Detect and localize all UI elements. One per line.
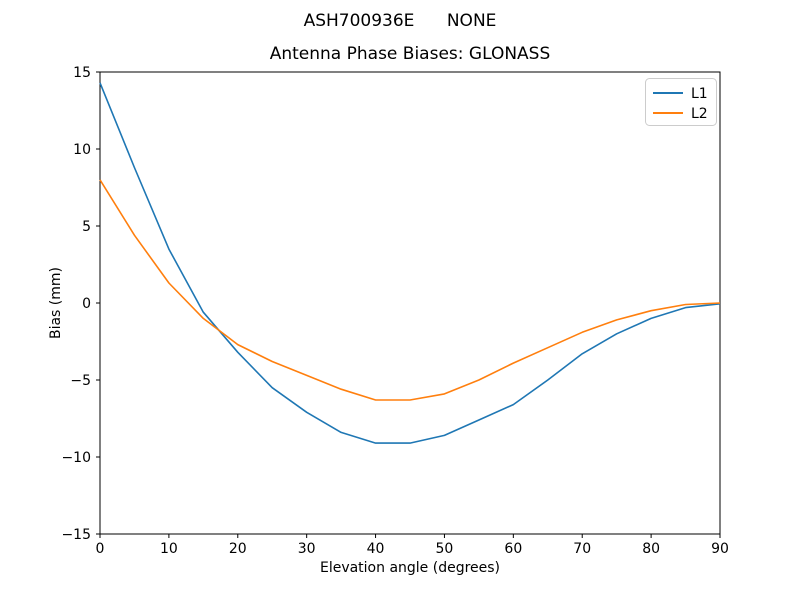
x-tick-label: 0 <box>96 541 105 557</box>
x-tick-label: 40 <box>367 541 385 557</box>
axes-spines <box>99 71 721 535</box>
series-line-l1 <box>99 82 721 444</box>
y-tick-label: −10 <box>61 450 91 466</box>
y-tick-label: 10 <box>73 142 91 158</box>
y-tick-label: −5 <box>70 373 91 389</box>
series-line-l2 <box>99 179 721 401</box>
legend: L1 L2 <box>645 78 717 126</box>
x-tick-label: 80 <box>642 541 660 557</box>
legend-label-l1: L1 <box>691 86 708 102</box>
x-axis-label: Elevation angle (degrees) <box>319 560 501 576</box>
x-tick-label: 90 <box>711 541 729 557</box>
y-tick-label: 15 <box>73 65 91 81</box>
y-tick-label: 5 <box>82 219 91 235</box>
x-tick-label: 50 <box>436 541 454 557</box>
x-tick-label: 70 <box>573 541 591 557</box>
data-series-lines <box>99 82 721 444</box>
axes-title: Antenna Phase Biases: GLONASS <box>269 44 551 64</box>
y-tick-label: 0 <box>82 296 91 312</box>
x-tick-label: 20 <box>229 541 247 557</box>
x-tick-label: 30 <box>298 541 316 557</box>
figure-suptitle: ASH700936E NONE <box>303 11 497 31</box>
x-tick-label: 60 <box>504 541 522 557</box>
legend-label-l2: L2 <box>691 106 708 122</box>
x-axis-ticks: 0 10 20 30 40 50 60 70 80 90 <box>96 534 729 557</box>
x-tick-label: 10 <box>160 541 178 557</box>
y-axis-ticks: −15 −10 −5 0 5 10 15 <box>61 65 100 543</box>
y-tick-label: −15 <box>61 527 91 543</box>
